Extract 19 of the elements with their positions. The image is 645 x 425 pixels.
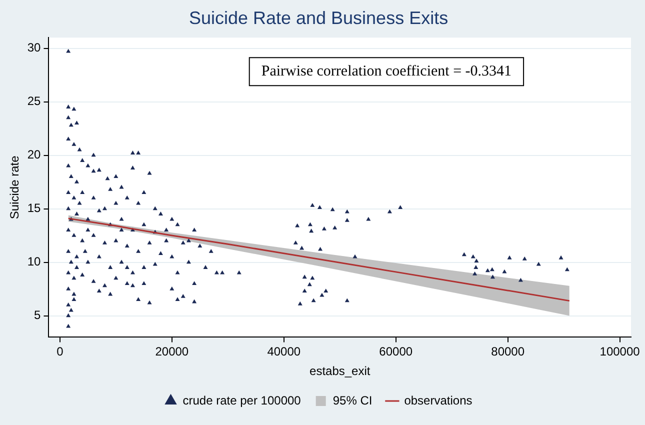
y-tick-label: 30 [27, 40, 42, 55]
y-tick-label: 15 [27, 201, 42, 216]
y-tick-label: 25 [27, 94, 42, 108]
x-tick-label: 100000 [600, 344, 640, 359]
legend-label: crude rate per 100000 [182, 393, 302, 408]
x-tick-label: 0 [56, 344, 64, 359]
x-axis-title: estabs_exit [310, 364, 371, 378]
legend-label: 95% CI [332, 393, 372, 408]
annotation: Pairwise correlation coefficient = -0.3341 [261, 64, 512, 80]
legend-label: observations [404, 393, 472, 408]
y-axis-title: Suicide rate [8, 155, 22, 220]
y-tick-label: 20 [27, 148, 42, 162]
y-tick-label: 5 [34, 308, 42, 322]
x-tick-label: 20000 [155, 344, 189, 359]
x-tick-label: 80000 [491, 344, 525, 359]
x-tick-label: 60000 [379, 344, 413, 359]
y-tick-label: 10 [27, 254, 42, 269]
chart-title: Suicide Rate and Business Exits [188, 8, 448, 28]
x-tick-label: 40000 [267, 344, 301, 359]
